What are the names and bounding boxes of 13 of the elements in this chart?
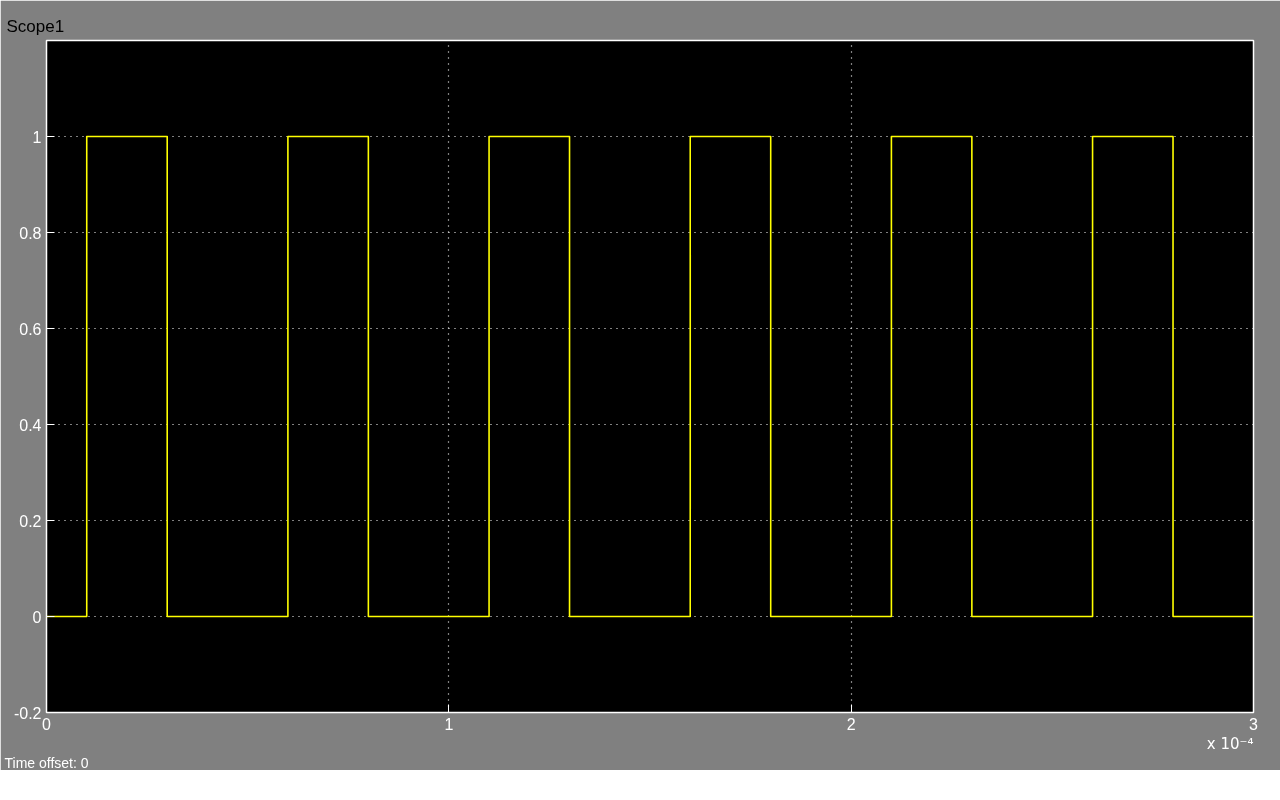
y-tick-label: -0.2 — [13, 704, 42, 722]
text: Time offset: 0 — [4, 754, 89, 771]
y-tick-label: 0.2 — [19, 512, 42, 530]
x-axis-title: x 10⁻⁴ — [1206, 734, 1254, 753]
x-tick-label: 2 — [846, 715, 856, 733]
y-tick-label: 0.8 — [19, 224, 42, 242]
x-tick-label: 1 — [444, 715, 454, 733]
y-tick-label: 0 — [32, 608, 42, 626]
x-tick-label: 3 — [1249, 715, 1259, 733]
y-tick-label: 0.4 — [19, 416, 42, 434]
y-tick-label: 1 — [32, 128, 42, 146]
y-tick-label: 0.6 — [19, 320, 42, 338]
chart-title: Scope1 — [6, 16, 65, 36]
